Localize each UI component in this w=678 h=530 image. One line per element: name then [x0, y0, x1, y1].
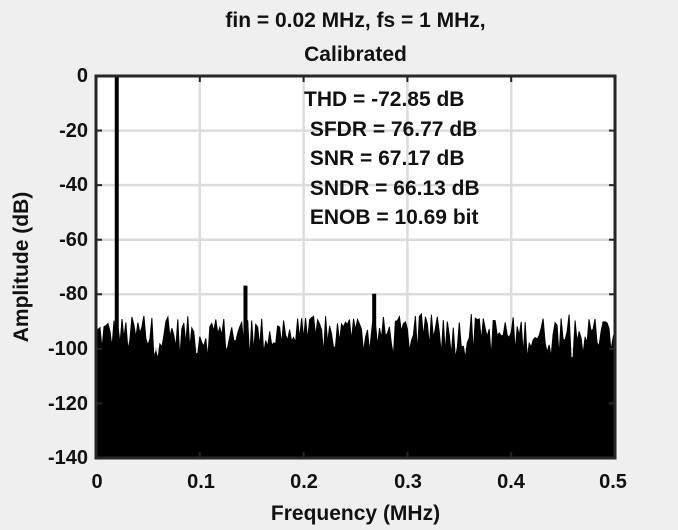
chart-title: fin = 0.02 MHz, fs = 1 MHz,	[225, 9, 486, 32]
chart-subtitle: Calibrated	[304, 43, 407, 66]
y-tick: -100	[47, 338, 88, 360]
metrics-annotation: THD = -72.85 dB SFDR = 76.77 dB SNR = 67…	[304, 85, 480, 233]
y-axis-label: Amplitude (dB)	[10, 191, 33, 343]
y-tick: -40	[59, 174, 88, 196]
sfdr-text: SFDR = 76.77 dB	[304, 117, 478, 141]
x-tick: 0.5	[599, 471, 627, 493]
x-tick: 0	[91, 471, 103, 493]
x-tick: 0.1	[187, 471, 215, 493]
thd-text: THD = -72.85 dB	[304, 88, 465, 111]
x-tick: 0.4	[497, 471, 525, 493]
y-tick: -20	[59, 120, 88, 142]
x-tick: 0.3	[394, 471, 422, 493]
y-tick: -60	[59, 229, 88, 251]
snr-text: SNR = 67.17 dB	[304, 147, 465, 170]
x-tick: 0.2	[290, 471, 318, 493]
axes-box	[94, 74, 617, 460]
y-tick: 0	[76, 65, 88, 87]
y-tick: -120	[47, 393, 88, 415]
enob-text: ENOB = 10.69 bit	[304, 206, 479, 229]
sndr-text: SNDR = 66.13 dB	[304, 176, 480, 200]
y-tick: -140	[47, 447, 88, 469]
y-tick: -80	[59, 283, 88, 305]
x-axis-label: Frequency (MHz)	[270, 502, 441, 525]
